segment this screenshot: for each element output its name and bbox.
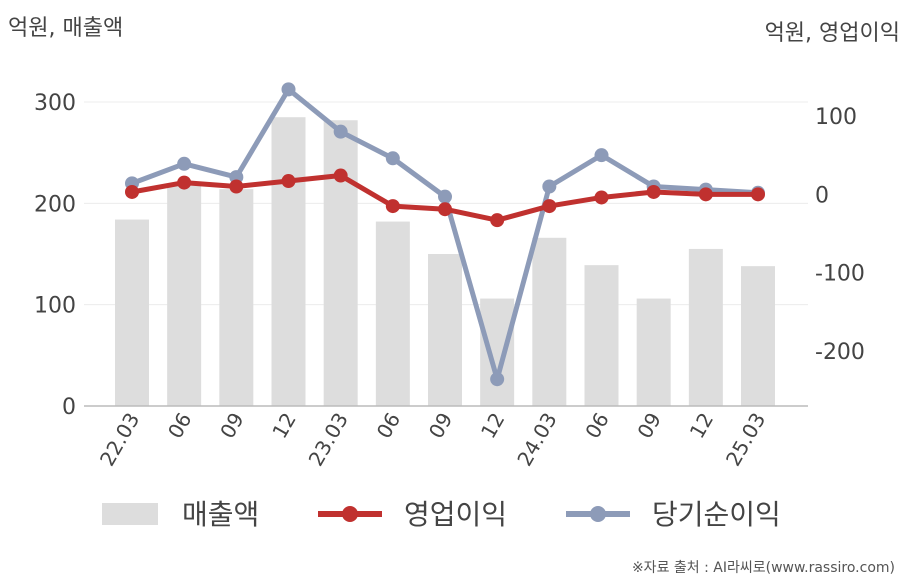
legend-label-operating-profit: 영업이익 xyxy=(404,498,507,531)
series-point xyxy=(490,213,505,228)
legend-label-net-income: 당기순이익 xyxy=(652,498,781,531)
series-point xyxy=(438,189,452,204)
legend: 매출액 영업이익 당기순이익 xyxy=(102,498,781,531)
revenue-bar xyxy=(219,189,254,406)
series-point xyxy=(542,199,557,214)
legend-swatch-revenue xyxy=(102,503,158,525)
x-tick-label: 23.03 xyxy=(304,409,353,471)
right-axis-unit-label: 억원, 영업이익 xyxy=(765,21,900,46)
legend-label-revenue: 매출액 xyxy=(182,498,259,531)
x-tick-label: 12 xyxy=(267,409,301,443)
series-point xyxy=(385,199,400,214)
series-point xyxy=(646,184,661,199)
left-axis-unit-label: 억원, 매출액 xyxy=(8,16,123,41)
left-tick-label: 0 xyxy=(62,395,76,420)
revenue-bar xyxy=(167,185,202,406)
series-point xyxy=(333,168,348,183)
revenue-bar xyxy=(688,248,723,406)
series-point xyxy=(698,187,713,202)
profit-lines xyxy=(125,82,765,387)
x-tick-label: 24.03 xyxy=(512,409,561,471)
revenue-bars xyxy=(115,117,775,407)
series-point xyxy=(333,124,348,139)
series-point xyxy=(594,148,609,163)
revenue-bar xyxy=(636,298,671,406)
left-tick-label: 100 xyxy=(34,294,76,319)
left-axis-ticks: 0 100 200 300 xyxy=(34,91,76,420)
x-tick-label: 09 xyxy=(424,409,458,443)
right-axis-ticks: -200 -100 0 100 xyxy=(815,105,865,365)
series-point xyxy=(542,179,557,194)
right-tick-label: -100 xyxy=(815,262,865,287)
source-credit: ※자료 출처 : AI라씨로(www.rassiro.com) xyxy=(632,560,895,576)
x-tick-label: 06 xyxy=(372,409,406,443)
series-point xyxy=(281,82,296,97)
series-point xyxy=(490,372,505,387)
revenue-bar xyxy=(375,221,410,406)
x-tick-label: 25.03 xyxy=(721,409,770,471)
revenue-bar xyxy=(480,298,515,406)
x-tick-label: 09 xyxy=(215,409,249,443)
right-tick-label: 0 xyxy=(815,183,829,208)
x-tick-label: 22.03 xyxy=(95,409,144,471)
legend-marker-operating-profit xyxy=(342,506,358,522)
series-point xyxy=(385,151,400,166)
series-point xyxy=(281,174,296,189)
left-tick-label: 300 xyxy=(34,91,76,116)
series-point xyxy=(751,187,765,202)
revenue-bar xyxy=(323,120,358,407)
series-point xyxy=(177,175,192,190)
series-point xyxy=(229,179,244,194)
revenue-bar xyxy=(428,254,462,406)
series-point xyxy=(177,156,192,171)
right-tick-label: 100 xyxy=(815,105,857,130)
series-point xyxy=(438,202,452,217)
right-tick-label: -200 xyxy=(815,340,865,365)
revenue-bar xyxy=(271,117,306,406)
x-axis-ticks: 22.03 06 09 12 23.03 06 09 12 24.03 06 09 12 25.03 xyxy=(95,408,770,470)
x-tick-label: 09 xyxy=(632,409,666,443)
x-tick-label: 12 xyxy=(476,408,510,442)
revenue-bar xyxy=(584,265,619,406)
revenue-bar xyxy=(532,237,567,406)
x-tick-label: 06 xyxy=(163,409,197,443)
revenue-bar xyxy=(741,266,775,406)
series-point xyxy=(594,190,609,205)
x-tick-label: 12 xyxy=(685,409,719,443)
legend-marker-net-income xyxy=(590,506,606,522)
left-tick-label: 200 xyxy=(34,192,76,217)
x-tick-label: 06 xyxy=(580,409,614,443)
revenue-bar xyxy=(115,219,149,406)
series-point xyxy=(125,184,139,199)
